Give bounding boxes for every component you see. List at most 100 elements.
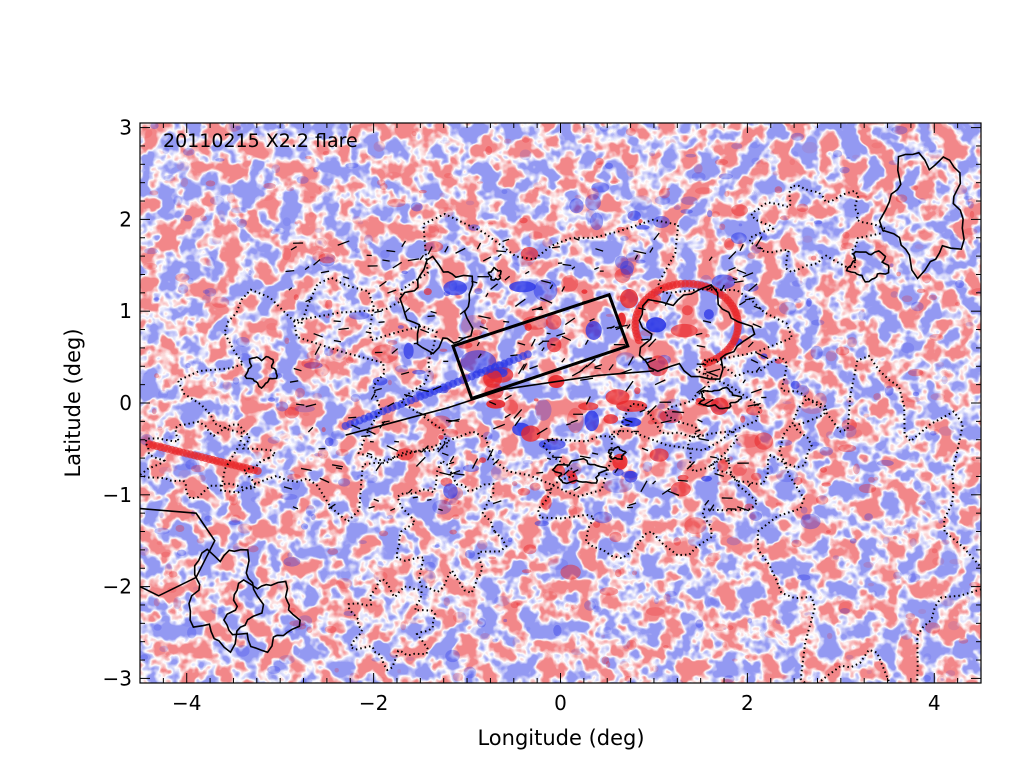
vector-arrow <box>720 284 725 292</box>
field-blob <box>238 141 247 147</box>
field-blob <box>260 194 274 201</box>
solid-contour <box>487 266 502 282</box>
field-blob <box>354 248 361 254</box>
solid-contour <box>638 284 756 380</box>
vector-arrow <box>504 275 511 281</box>
vector-arrow <box>415 456 426 467</box>
field-blob <box>950 234 959 241</box>
field-blob <box>297 615 313 627</box>
field-blob <box>236 635 247 644</box>
vector-arrow <box>427 498 432 501</box>
vector-arrow <box>627 356 634 366</box>
vector-arrow <box>536 471 544 474</box>
vector-arrow <box>441 452 449 456</box>
field-blob <box>418 593 430 600</box>
field-blob <box>911 301 924 312</box>
field-blob <box>740 415 746 423</box>
field-blob <box>185 459 197 470</box>
field-blob <box>253 466 262 475</box>
vector-arrow <box>420 328 430 334</box>
field-blob <box>669 135 680 145</box>
field-blob <box>232 377 240 385</box>
field-blob <box>758 198 764 207</box>
vector-arrow <box>401 371 410 375</box>
field-blob <box>694 187 713 195</box>
y-axis-title: Latitude (deg) <box>61 328 85 477</box>
field-blob <box>187 626 197 639</box>
vector-arrow <box>652 480 657 485</box>
vector-arrow <box>660 419 672 424</box>
field-blob <box>811 319 825 326</box>
vector-arrow <box>404 307 411 313</box>
field-blob <box>283 556 301 567</box>
field-blob <box>581 289 588 294</box>
field-blob <box>387 339 398 345</box>
field-blob <box>585 320 602 340</box>
field-blob <box>801 401 825 414</box>
vector-arrow <box>471 458 479 469</box>
field-blob <box>851 154 860 159</box>
field-blob <box>452 611 467 623</box>
y-tick-label: −1 <box>103 483 132 507</box>
field-blob <box>642 461 653 472</box>
field-blob <box>967 201 974 209</box>
field-blob <box>463 666 477 679</box>
field-blob <box>603 414 619 424</box>
vector-arrow <box>448 461 455 465</box>
field-blob <box>287 473 301 480</box>
vector-arrow <box>432 385 442 391</box>
field-blob <box>377 179 386 186</box>
field-blob <box>649 150 656 157</box>
field-blob <box>387 379 392 386</box>
field-blob <box>717 481 731 486</box>
field-blob <box>909 538 917 547</box>
field-blob <box>439 192 445 198</box>
vector-arrow <box>536 427 548 436</box>
field-blob <box>424 561 436 572</box>
vector-arrow <box>482 256 492 262</box>
field-blob <box>271 164 281 174</box>
field-blob <box>211 607 224 615</box>
field-blob <box>777 462 784 467</box>
y-tick-label: 1 <box>119 299 132 323</box>
field-blob <box>619 660 629 670</box>
field-blob <box>428 486 433 491</box>
vector-arrow <box>595 248 604 252</box>
field-blob <box>874 252 881 260</box>
field-blob <box>870 590 878 598</box>
field-blob <box>239 353 250 361</box>
field-blob <box>366 155 376 161</box>
field-blob <box>538 438 566 450</box>
field-blob <box>703 309 714 320</box>
vector-arrow <box>497 253 502 258</box>
vector-arrow <box>387 289 397 294</box>
vector-arrow <box>695 332 703 336</box>
field-blob <box>180 177 189 187</box>
field-blob <box>424 241 444 253</box>
field-blob <box>776 469 799 483</box>
field-blob <box>325 315 330 319</box>
solid-contour <box>399 255 474 355</box>
field-blob <box>359 632 366 639</box>
vector-arrow <box>365 331 372 334</box>
field-blob <box>443 498 460 506</box>
field-blob <box>204 287 217 297</box>
field-blob <box>810 255 817 261</box>
vector-arrow <box>488 401 497 406</box>
field-blob <box>521 569 532 574</box>
field-blob <box>677 474 689 481</box>
vector-arrow <box>589 318 595 322</box>
field-blob <box>284 337 290 345</box>
field-blob <box>819 446 833 456</box>
field-blob <box>845 654 854 660</box>
field-blob <box>349 614 357 622</box>
field-blob <box>593 520 601 528</box>
vector-arrow <box>386 249 396 253</box>
vector-arrow <box>641 447 649 452</box>
field-blob <box>922 146 929 152</box>
field-blob <box>838 601 853 614</box>
field-blob <box>149 190 159 196</box>
field-blob <box>234 489 242 493</box>
field-blob <box>501 189 508 195</box>
vector-arrow <box>755 366 761 373</box>
